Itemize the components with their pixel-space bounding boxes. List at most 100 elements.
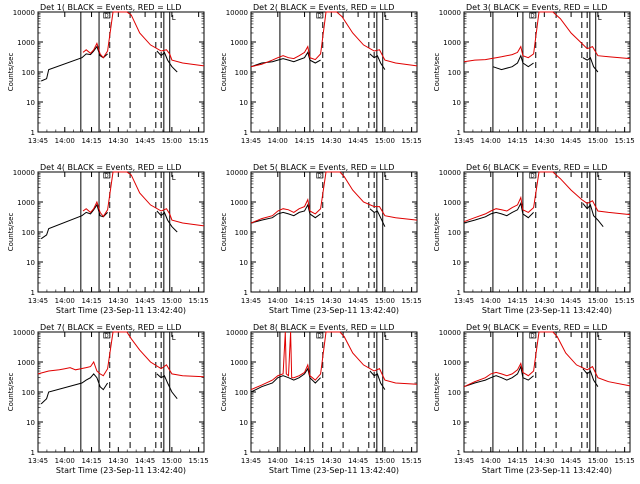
x-tick-label: 14:45 (348, 297, 368, 305)
saa-box (316, 12, 324, 19)
y-tick-label: 100 (235, 69, 248, 77)
x-tick-label: 14:15 (507, 297, 527, 305)
x-axis-label: Start Time (23-Sep-11 13:42:40) (269, 466, 399, 475)
panel-8: Det 8( BLACK = Events, RED = LLD 1 10 100 10… (220, 323, 422, 475)
y-tick-label: 1000 (443, 39, 461, 47)
y-axis-label: Counts/sec (433, 53, 441, 92)
x-tick-label: 14:00 (55, 297, 75, 305)
events-series-line (250, 203, 321, 224)
events-late-series-line (582, 203, 604, 228)
events-late-series-line (582, 56, 599, 73)
events-late-series-line (369, 53, 386, 70)
x-tick-label: 14:00 (55, 137, 75, 145)
saa-box (529, 172, 537, 179)
night-label: L (598, 14, 602, 22)
panel-title: Det 1( BLACK = Events, RED = LLD (40, 3, 181, 12)
panel-title: Det 6( BLACK = Events, RED = LLD (466, 163, 607, 172)
plot-frame (37, 11, 205, 133)
y-tick-label: 1000 (17, 39, 35, 47)
x-tick-label: 14:00 (481, 137, 501, 145)
y-tick-label: 10 (26, 99, 35, 107)
events-series-line (40, 373, 109, 405)
x-tick-label: 14:45 (348, 137, 368, 145)
panel-title: Det 7( BLACK = Events, RED = LLD (40, 323, 181, 332)
saa-box (103, 332, 111, 339)
x-tick-label: 14:30 (534, 457, 554, 465)
y-tick-label: 10000 (226, 329, 248, 337)
x-tick-label: 15:15 (189, 297, 209, 305)
x-tick-label: 14:00 (481, 457, 501, 465)
x-tick-label: 14:45 (561, 457, 581, 465)
y-tick-label: 10 (452, 419, 461, 427)
x-tick-label: 15:00 (375, 137, 395, 145)
y-tick-label: 1000 (17, 199, 35, 207)
x-tick-label: 14:30 (321, 457, 341, 465)
x-tick-label: 14:30 (108, 137, 128, 145)
y-tick-label: 100 (235, 389, 248, 397)
y-tick-label: 1 (244, 129, 248, 137)
y-tick-label: 1 (457, 289, 461, 297)
y-tick-label: 10000 (439, 9, 461, 17)
x-tick-label: 14:15 (81, 137, 101, 145)
panel-title: Det 5( BLACK = Events, RED = LLD (253, 163, 394, 172)
saa-box-label: D (105, 174, 109, 180)
x-tick-label: 13:45 (454, 297, 474, 305)
y-tick-label: 1 (244, 289, 248, 297)
y-axis-label: Counts/sec (7, 213, 15, 252)
x-tick-label: 13:45 (28, 457, 48, 465)
lld-series-line (463, 171, 631, 223)
y-tick-label: 1 (31, 449, 35, 457)
saa-box-label: D (318, 334, 322, 340)
plot-frame (250, 331, 418, 453)
x-tick-label: 14:00 (55, 457, 75, 465)
x-tick-label: 14:15 (294, 137, 314, 145)
y-axis-label: Counts/sec (220, 373, 228, 412)
events-series-line (492, 54, 534, 71)
y-tick-label: 100 (448, 69, 461, 77)
y-tick-label: 10000 (13, 9, 35, 17)
x-tick-label: 13:45 (241, 137, 261, 145)
x-tick-label: 13:45 (241, 457, 261, 465)
y-tick-label: 1000 (443, 199, 461, 207)
x-tick-label: 14:15 (507, 457, 527, 465)
y-tick-label: 10 (452, 259, 461, 267)
panel-title: Det 2( BLACK = Events, RED = LLD (253, 3, 394, 12)
y-tick-label: 1000 (17, 359, 35, 367)
y-tick-label: 100 (22, 69, 35, 77)
y-axis-label: Counts/sec (220, 213, 228, 252)
y-tick-label: 1 (244, 449, 248, 457)
saa-box-label: D (531, 334, 535, 340)
x-tick-label: 14:45 (135, 457, 155, 465)
night-label: L (172, 174, 176, 182)
x-tick-label: 15:00 (375, 297, 395, 305)
x-tick-label: 14:45 (348, 457, 368, 465)
events-series-line (40, 203, 108, 240)
y-tick-label: 10 (452, 99, 461, 107)
y-tick-label: 10 (26, 419, 35, 427)
plot-frame (463, 171, 631, 293)
y-tick-label: 10 (239, 259, 248, 267)
x-tick-label: 15:15 (189, 137, 209, 145)
night-label: L (385, 334, 389, 342)
saa-box-label: D (105, 14, 109, 20)
lld-series-line (463, 11, 631, 63)
night-label: L (598, 334, 602, 342)
y-tick-label: 10000 (226, 9, 248, 17)
x-axis-label: Start Time (23-Sep-11 13:42:40) (482, 466, 612, 475)
x-tick-label: 14:15 (507, 137, 527, 145)
x-tick-label: 14:30 (534, 297, 554, 305)
y-tick-label: 10000 (13, 329, 35, 337)
saa-box-label: D (318, 174, 322, 180)
y-tick-label: 1 (457, 449, 461, 457)
lld-series-line (463, 331, 631, 388)
x-tick-label: 15:15 (402, 457, 422, 465)
lld-series-line (82, 171, 205, 227)
x-tick-label: 14:15 (294, 297, 314, 305)
events-late-series-line (582, 368, 599, 387)
events-late-series-line (369, 370, 386, 390)
x-tick-label: 15:15 (615, 297, 635, 305)
events-late-series-line (156, 210, 178, 233)
x-tick-label: 13:45 (241, 297, 261, 305)
y-tick-label: 10000 (439, 329, 461, 337)
y-tick-label: 100 (235, 229, 248, 237)
